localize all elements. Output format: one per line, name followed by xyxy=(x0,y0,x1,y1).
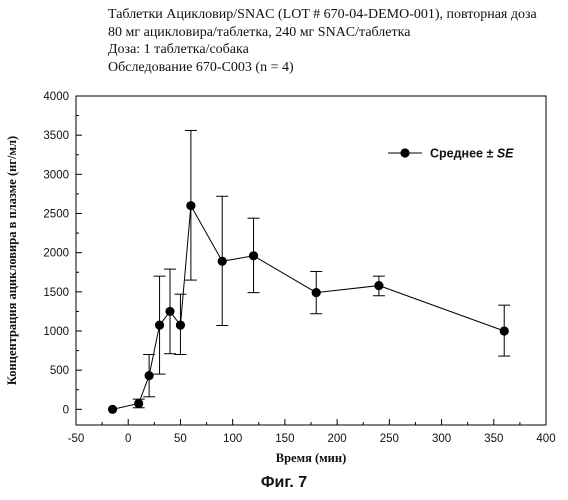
legend-marker xyxy=(400,148,409,157)
data-points-group xyxy=(108,201,509,414)
y-tick-label: 3500 xyxy=(43,130,69,142)
x-tick-label: 0 xyxy=(125,433,131,445)
x-tick-label: 250 xyxy=(380,433,399,445)
data-point xyxy=(186,201,195,210)
data-point xyxy=(134,399,143,408)
data-point xyxy=(165,307,174,316)
y-axis-label: Концентрация ацикловира в плазме (нг/мл) xyxy=(5,136,19,385)
data-point xyxy=(500,326,509,335)
data-point xyxy=(155,321,164,330)
x-axis-ticks: -50 0 50 100 150 200 250 300 350 400 xyxy=(68,419,556,445)
data-point xyxy=(312,288,321,297)
y-tick-label: 500 xyxy=(50,365,69,377)
x-tick-label: -50 xyxy=(68,433,85,445)
data-point xyxy=(145,371,154,380)
y-tick-label: 1000 xyxy=(43,326,69,338)
x-axis-label: Время (мин) xyxy=(276,451,346,465)
y-tick-label: 2500 xyxy=(43,209,69,221)
figure-caption: Фиг. 7 xyxy=(0,474,568,492)
y-tick-label: 1500 xyxy=(43,287,69,299)
y-tick-label: 2000 xyxy=(43,248,69,260)
legend: Среднее ± SE xyxy=(388,147,514,161)
x-tick-label: 50 xyxy=(174,433,187,445)
data-point xyxy=(176,321,185,330)
y-tick-label: 3000 xyxy=(43,169,69,181)
x-tick-label: 100 xyxy=(223,433,242,445)
data-point xyxy=(249,251,258,260)
data-point xyxy=(108,405,117,414)
x-tick-label: 400 xyxy=(536,433,555,445)
legend-label: Среднее ± SE xyxy=(430,147,514,161)
x-tick-label: 150 xyxy=(275,433,294,445)
x-tick-label: 200 xyxy=(328,433,347,445)
error-bars-group xyxy=(133,130,511,407)
y-tick-label: 4000 xyxy=(43,91,69,103)
data-point xyxy=(218,257,227,266)
x-tick-label: 300 xyxy=(432,433,451,445)
y-tick-label: 0 xyxy=(63,404,69,416)
x-tick-label: 350 xyxy=(484,433,503,445)
data-point xyxy=(374,281,383,290)
